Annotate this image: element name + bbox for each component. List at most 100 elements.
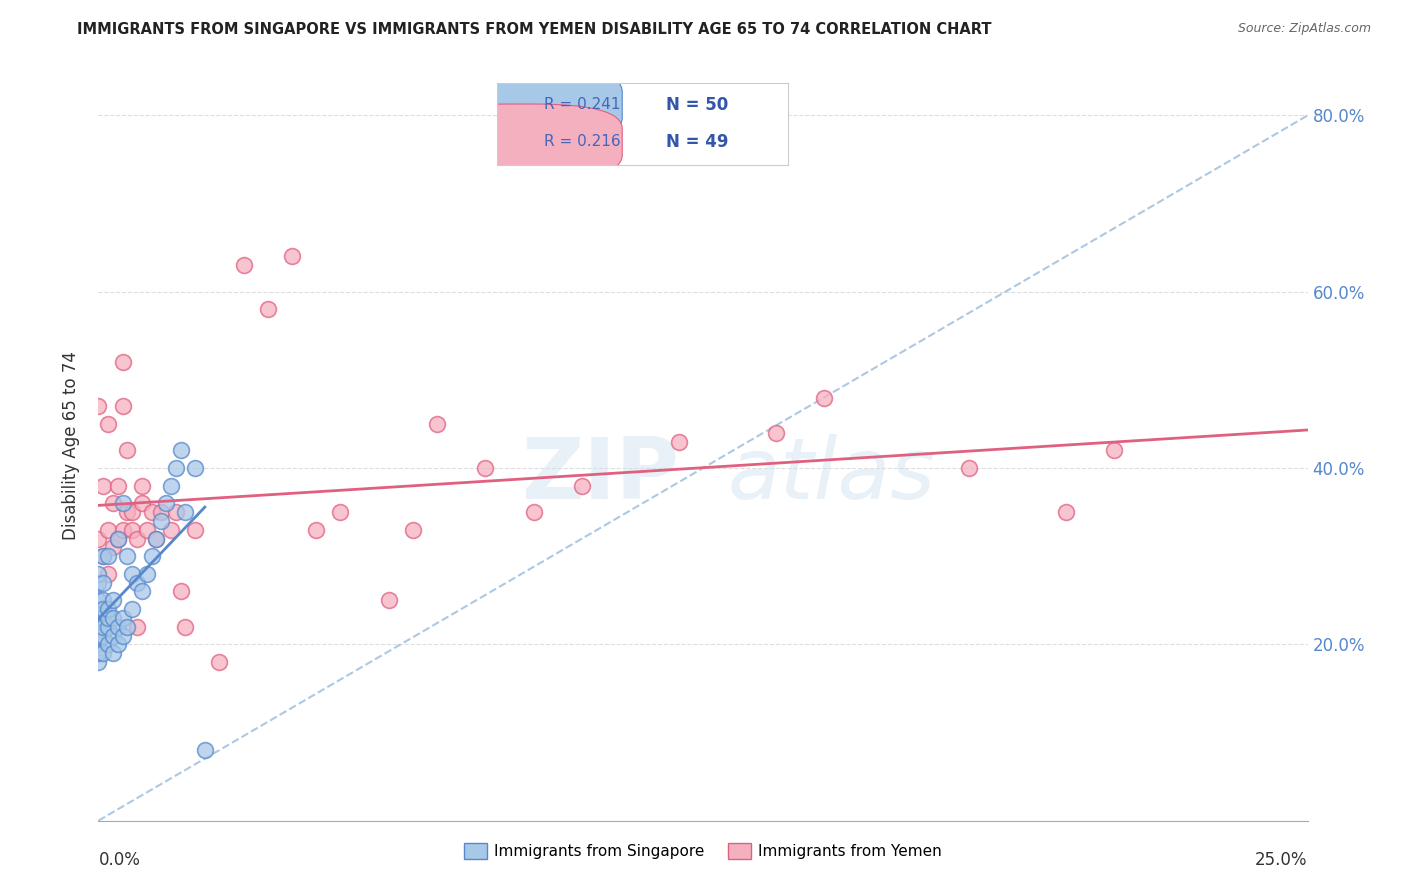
Point	[91, 646, 114, 660]
Text: Source: ZipAtlas.com: Source: ZipAtlas.com	[1237, 22, 1371, 36]
Point	[160, 478, 183, 492]
Point	[97, 566, 120, 581]
Point	[131, 496, 153, 510]
Point	[184, 461, 207, 475]
Point	[117, 549, 139, 564]
Point	[232, 258, 254, 272]
Point	[107, 532, 129, 546]
Text: IMMIGRANTS FROM SINGAPORE VS IMMIGRANTS FROM YEMEN DISABILITY AGE 65 TO 74 CORRE: IMMIGRANTS FROM SINGAPORE VS IMMIGRANTS …	[77, 22, 991, 37]
Point	[141, 549, 163, 564]
Point	[87, 566, 110, 581]
Point	[87, 620, 110, 634]
Point	[135, 523, 157, 537]
Point	[87, 532, 110, 546]
Point	[165, 505, 187, 519]
Point	[111, 523, 134, 537]
Point	[117, 505, 139, 519]
Point	[107, 478, 129, 492]
Point	[208, 655, 231, 669]
Point	[107, 532, 129, 546]
Point	[97, 523, 120, 537]
Point	[101, 496, 124, 510]
Text: 0.0%: 0.0%	[98, 851, 141, 869]
Point	[957, 461, 980, 475]
Point	[87, 628, 110, 642]
Point	[121, 505, 143, 519]
Point	[127, 532, 149, 546]
Point	[194, 743, 217, 757]
Point	[87, 611, 110, 625]
Point	[87, 637, 110, 651]
Point	[111, 355, 134, 369]
Point	[117, 443, 139, 458]
Point	[87, 655, 110, 669]
Point	[813, 391, 835, 405]
Point	[668, 434, 690, 449]
Point	[107, 620, 129, 634]
Point	[87, 400, 110, 414]
Point	[111, 611, 134, 625]
Point	[571, 478, 593, 492]
Point	[145, 532, 167, 546]
Point	[765, 425, 787, 440]
Point	[121, 566, 143, 581]
Point	[426, 417, 449, 431]
Point	[150, 505, 173, 519]
Point	[141, 505, 163, 519]
Point	[121, 523, 143, 537]
Point	[91, 478, 114, 492]
Point	[101, 646, 124, 660]
Text: 25.0%: 25.0%	[1256, 851, 1308, 869]
Point	[256, 302, 278, 317]
Point	[329, 505, 352, 519]
Point	[402, 523, 425, 537]
Point	[107, 637, 129, 651]
Point	[91, 549, 114, 564]
Text: ZIP: ZIP	[522, 434, 679, 517]
Point	[1102, 443, 1125, 458]
Text: atlas: atlas	[727, 434, 935, 517]
Point	[1054, 505, 1077, 519]
Point	[87, 646, 110, 660]
Point	[91, 620, 114, 634]
Point	[523, 505, 546, 519]
Point	[87, 575, 110, 590]
Point	[91, 611, 114, 625]
Legend: Immigrants from Singapore, Immigrants from Yemen: Immigrants from Singapore, Immigrants fr…	[458, 838, 948, 865]
Point	[377, 593, 399, 607]
Point	[131, 478, 153, 492]
Point	[91, 628, 114, 642]
Point	[121, 602, 143, 616]
Point	[184, 523, 207, 537]
Point	[165, 461, 187, 475]
Point	[111, 400, 134, 414]
Point	[101, 611, 124, 625]
Point	[91, 549, 114, 564]
Point	[87, 593, 110, 607]
Point	[91, 593, 114, 607]
Point	[174, 505, 197, 519]
Point	[135, 566, 157, 581]
Point	[305, 523, 328, 537]
Point	[111, 628, 134, 642]
Point	[97, 611, 120, 625]
Point	[101, 541, 124, 555]
Point	[91, 602, 114, 616]
Point	[97, 637, 120, 651]
Point	[101, 628, 124, 642]
Point	[127, 575, 149, 590]
Point	[91, 575, 114, 590]
Point	[101, 593, 124, 607]
Point	[127, 620, 149, 634]
Point	[111, 496, 134, 510]
Point	[169, 584, 191, 599]
Point	[155, 496, 177, 510]
Point	[169, 443, 191, 458]
Point	[174, 620, 197, 634]
Point	[97, 549, 120, 564]
Point	[145, 532, 167, 546]
Point	[97, 417, 120, 431]
Point	[117, 620, 139, 634]
Point	[281, 250, 304, 264]
Point	[150, 514, 173, 528]
